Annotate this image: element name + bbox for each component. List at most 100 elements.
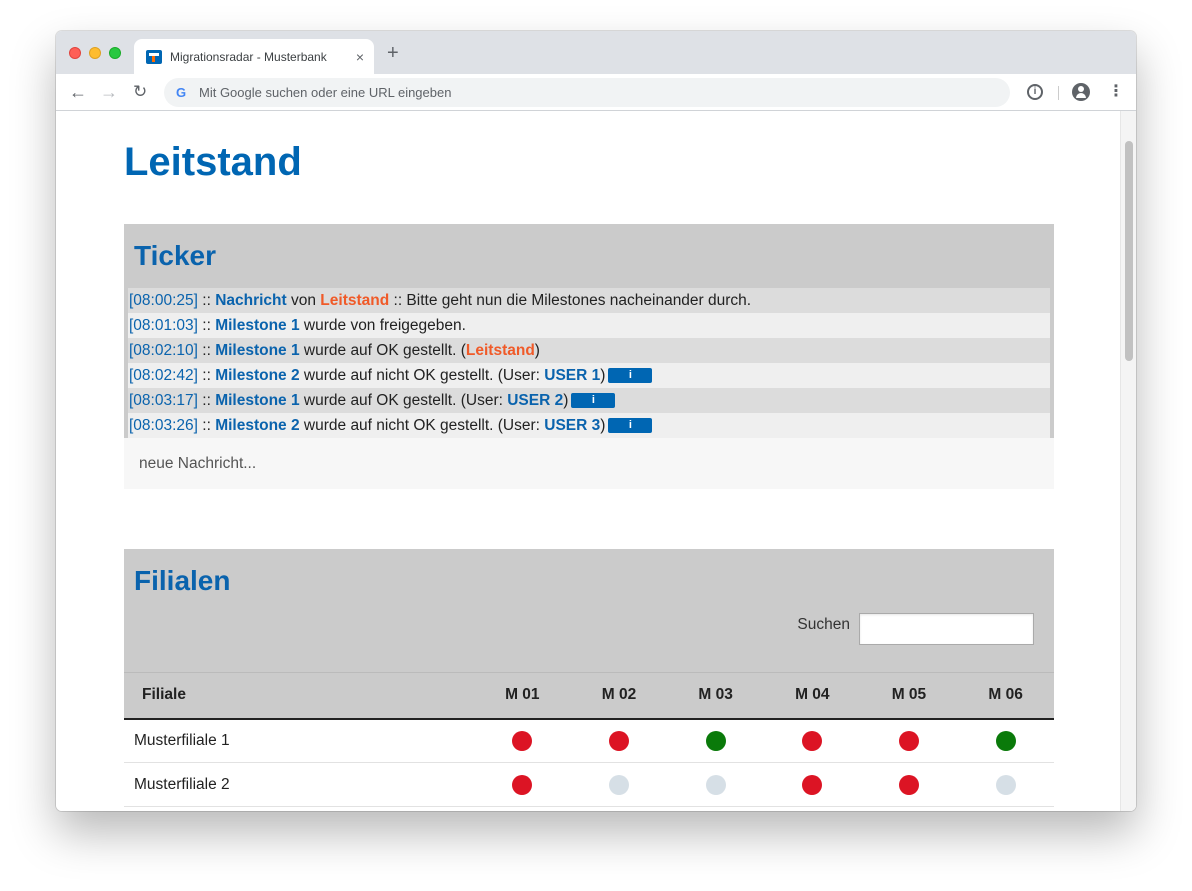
bank-favicon-icon	[146, 49, 162, 64]
search-input[interactable]	[859, 613, 1034, 645]
ticker-timestamp: [08:01:03]	[129, 317, 198, 334]
ticker-text: )	[563, 392, 569, 409]
toolbar-divider	[1058, 86, 1059, 100]
ticker-row: [08:02:10] :: Milestone 1 wurde auf OK g…	[128, 338, 1050, 363]
back-arrow-icon[interactable]: ←	[69, 82, 87, 102]
branch-name[interactable]: Musterfiliale 2	[124, 762, 474, 807]
ticker-text: )	[534, 342, 540, 359]
close-window-icon[interactable]	[69, 47, 81, 59]
minimize-window-icon[interactable]	[89, 47, 101, 59]
milestone-cell	[570, 718, 668, 763]
milestone-cell	[763, 762, 861, 807]
browser-window: Migrationsradar - Musterbank × + ← → ↻ G…	[56, 31, 1136, 811]
page-title: Leitstand	[124, 140, 302, 184]
address-bar[interactable]: G Mit Google suchen oder eine URL eingeb…	[164, 78, 1010, 107]
ticker-row: [08:03:26] :: Milestone 2 wurde auf nich…	[128, 413, 1050, 438]
status-dot-red[interactable]	[898, 774, 919, 795]
search-label: Suchen	[797, 616, 850, 633]
reload-icon[interactable]: ↻	[133, 82, 148, 101]
milestone-cell	[860, 718, 958, 763]
ticker-subject: Milestone 1	[215, 342, 300, 359]
scrollbar-thumb[interactable]	[1125, 141, 1133, 361]
ticker-sender: Leitstand	[320, 292, 390, 309]
ticker-text: )	[600, 417, 606, 434]
status-dot-grey[interactable]	[705, 774, 726, 795]
ticker-separator: ::	[197, 317, 216, 334]
milestone-cell	[474, 718, 571, 763]
ticker-title: Ticker	[134, 240, 216, 271]
tab-close-icon[interactable]: ×	[355, 48, 364, 65]
status-dot-green[interactable]	[705, 730, 726, 751]
milestone-cell	[570, 762, 668, 807]
status-dot-red[interactable]	[898, 730, 919, 751]
page-content: Leitstand Ticker [08:00:25] :: Nachricht…	[124, 111, 1054, 807]
ticker-separator: ::	[197, 367, 216, 384]
ticker-timestamp: [08:03:17]	[129, 392, 198, 409]
ticker-user: USER 2	[507, 392, 564, 409]
ticker-subject: Milestone 1	[215, 392, 300, 409]
ticker-subject: Milestone 1	[215, 317, 300, 334]
ticker-text: wurde auf OK gestellt. (User:	[299, 392, 508, 409]
ticker-row: [08:01:03] :: Milestone 1 wurde von frei…	[128, 313, 1050, 338]
info-button[interactable]: i	[571, 393, 616, 409]
status-dot-grey[interactable]	[995, 774, 1016, 795]
ticker-subject: Milestone 2	[215, 367, 300, 384]
ticker-text: von	[286, 292, 321, 309]
milestone-cell	[763, 718, 861, 763]
status-dot-red[interactable]	[608, 730, 629, 751]
address-bar-placeholder: Mit Google suchen oder eine URL eingeben	[199, 85, 452, 100]
column-header-m06[interactable]: M 06	[957, 672, 1054, 720]
ticker-row: [08:03:17] :: Milestone 1 wurde auf OK g…	[128, 388, 1050, 413]
ticker-text: wurde auf nicht OK gestellt. (User:	[299, 367, 545, 384]
ticker-timestamp: [08:03:26]	[129, 417, 198, 434]
ticker-subject: Nachricht	[215, 292, 287, 309]
info-icon[interactable]: i	[1027, 84, 1043, 100]
column-header-m03[interactable]: M 03	[667, 672, 764, 720]
new-message-input[interactable]: neue Nachricht...	[124, 438, 1054, 489]
ticker-user: USER 1	[544, 367, 601, 384]
status-dot-grey[interactable]	[608, 774, 629, 795]
ticker-row: [08:02:42] :: Milestone 2 wurde auf nich…	[128, 363, 1050, 388]
search-row: Suchen	[124, 597, 1054, 672]
milestone-cell	[957, 718, 1054, 763]
ticker-timestamp: [08:02:42]	[129, 367, 198, 384]
branch-name[interactable]: Musterfiliale 1	[124, 718, 474, 763]
info-button[interactable]: i	[608, 418, 653, 434]
forward-arrow-icon[interactable]: →	[100, 82, 118, 102]
milestone-cell	[957, 762, 1054, 807]
milestone-cell	[860, 762, 958, 807]
column-header-m02[interactable]: M 02	[570, 672, 668, 720]
table-row: Musterfiliale 2	[124, 762, 1054, 807]
table-row: Musterfiliale 1	[124, 718, 1054, 763]
ticker-sender: Leitstand	[465, 342, 535, 359]
milestone-cell	[667, 762, 764, 807]
vertical-scrollbar[interactable]	[1120, 111, 1136, 811]
table-header-row: Filiale M 01 M 02 M 03 M 04 M 05 M 06	[124, 672, 1054, 720]
maximize-window-icon[interactable]	[109, 47, 121, 59]
ticker-separator: ::	[197, 392, 216, 409]
account-icon[interactable]	[1072, 83, 1090, 101]
column-header-filiale[interactable]: Filiale	[124, 672, 474, 720]
status-dot-red[interactable]	[802, 774, 823, 795]
ticker-row: [08:00:25] :: Nachricht von Leitstand ::…	[128, 288, 1050, 313]
ticker-user: USER 3	[544, 417, 601, 434]
tab-strip: Migrationsradar - Musterbank × +	[56, 31, 1136, 74]
status-dot-red[interactable]	[802, 730, 823, 751]
ticker-separator: ::	[197, 342, 216, 359]
status-dot-green[interactable]	[995, 730, 1016, 751]
status-dot-red[interactable]	[512, 730, 533, 751]
column-header-m05[interactable]: M 05	[860, 672, 958, 720]
new-tab-icon[interactable]: +	[387, 42, 399, 64]
column-header-m01[interactable]: M 01	[474, 672, 571, 720]
ticker-text: wurde von freigegeben.	[299, 317, 466, 334]
milestone-cell	[667, 718, 764, 763]
tab-migrationsradar[interactable]: Migrationsradar - Musterbank ×	[134, 39, 374, 74]
column-header-m04[interactable]: M 04	[763, 672, 861, 720]
info-button[interactable]: i	[608, 368, 653, 384]
ticker-timestamp: [08:00:25]	[129, 292, 198, 309]
kebab-menu-icon[interactable]: ⋮	[1108, 83, 1124, 100]
ticker-separator: ::	[197, 292, 216, 309]
ticker-text: :: Bitte geht nun die Milestones nachein…	[389, 292, 752, 309]
ticker-separator: ::	[197, 417, 216, 434]
status-dot-red[interactable]	[512, 774, 533, 795]
